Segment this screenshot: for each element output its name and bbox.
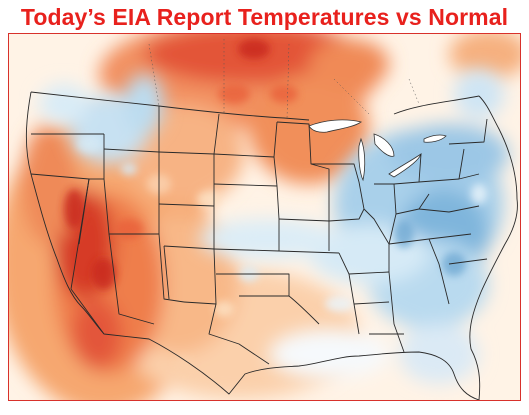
great-lakes [308,119,447,182]
page-title: Today’s EIA Report Temperatures vs Norma… [20,4,509,30]
province-lines [148,39,420,120]
temperature-anomaly-map [8,33,521,401]
state-borders [25,91,518,400]
map-canvas [9,34,520,400]
lake-ontario [423,134,447,143]
atlantic-coast [469,95,518,400]
lake-superior [308,119,362,133]
canada-border-east [393,95,480,115]
lake-huron [373,133,395,157]
lake-michigan [358,137,366,182]
coastline [25,91,480,400]
